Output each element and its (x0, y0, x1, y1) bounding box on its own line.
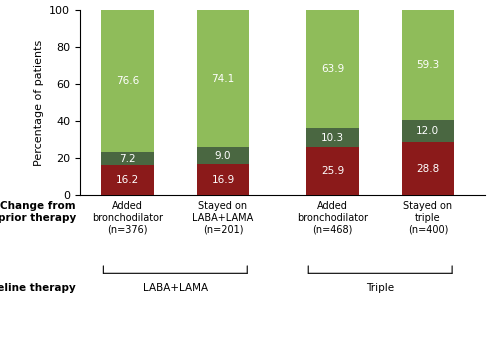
Text: Change from
prior therapy: Change from prior therapy (0, 201, 76, 223)
Text: LABA+LAMA: LABA+LAMA (142, 283, 208, 293)
Text: 74.1: 74.1 (212, 74, 234, 84)
Y-axis label: Percentage of patients: Percentage of patients (34, 40, 43, 166)
Bar (402, 142, 454, 195)
Bar (306, 10, 358, 128)
Text: 9.0: 9.0 (214, 151, 231, 161)
Text: 16.9: 16.9 (212, 175, 234, 185)
Bar (102, 152, 154, 165)
Text: 63.9: 63.9 (321, 64, 344, 74)
Text: Triple: Triple (366, 283, 394, 293)
Text: 16.2: 16.2 (116, 176, 140, 185)
Text: 59.3: 59.3 (416, 60, 440, 70)
Bar (402, 10, 454, 120)
Bar (102, 10, 154, 152)
Text: 12.0: 12.0 (416, 126, 440, 136)
Text: Added
bronchodilator
(n=376): Added bronchodilator (n=376) (92, 201, 163, 234)
Text: Baseline therapy: Baseline therapy (0, 283, 76, 293)
Text: Stayed on
LABA+LAMA
(n=201): Stayed on LABA+LAMA (n=201) (192, 201, 254, 234)
Bar (102, 165, 154, 195)
Text: Stayed on
triple
(n=400): Stayed on triple (n=400) (404, 201, 452, 234)
Text: Added
bronchodilator
(n=468): Added bronchodilator (n=468) (297, 201, 368, 234)
Bar (196, 148, 249, 164)
Text: 10.3: 10.3 (321, 133, 344, 143)
Bar (402, 120, 454, 142)
Text: 76.6: 76.6 (116, 76, 140, 86)
Bar (306, 148, 358, 195)
Bar (196, 10, 249, 148)
Text: 7.2: 7.2 (120, 154, 136, 164)
Text: 25.9: 25.9 (321, 166, 344, 177)
Bar (306, 128, 358, 148)
Text: 28.8: 28.8 (416, 164, 440, 174)
Bar (196, 164, 249, 195)
